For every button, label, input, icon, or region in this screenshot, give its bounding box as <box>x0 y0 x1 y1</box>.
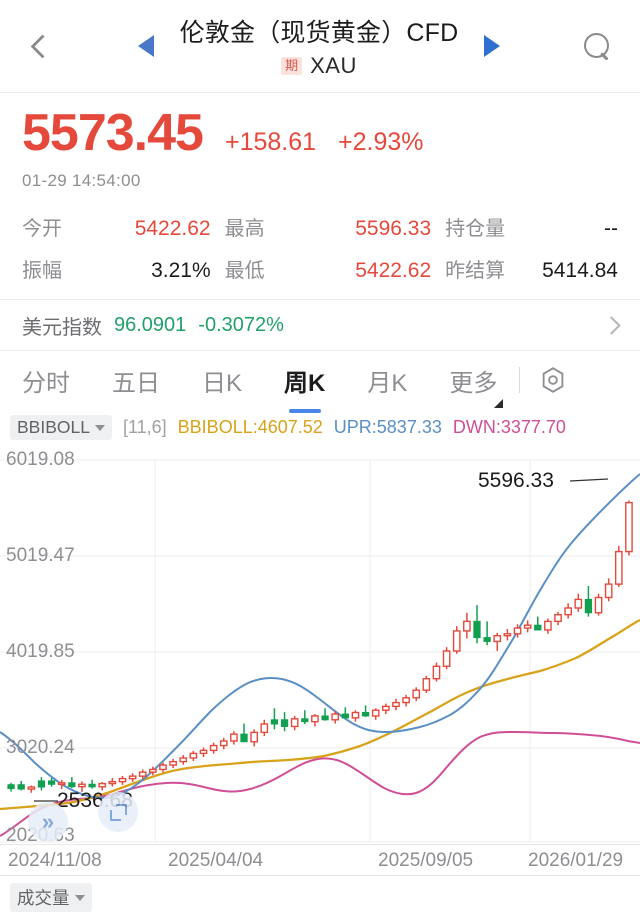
stat-label: 最高 <box>224 217 265 240</box>
title-area: 伦敦金（现货黄金）CFD 期 XAU <box>64 13 574 79</box>
usd-index-pct: -0.3072% <box>198 313 284 336</box>
stats-row: 今开 5422.62 最高 5596.33 持仓量 -- <box>22 205 618 247</box>
stats-grid: 今开 5422.62 最高 5596.33 持仓量 -- 振幅 3.21% 最低… <box>0 199 640 299</box>
indicator-lower-value: DWN:3377.70 <box>452 417 566 437</box>
double-chevron-right-icon: » <box>41 809 55 834</box>
stats-row: 振幅 3.21% 最低 5422.62 昨结算 5414.84 <box>22 247 618 289</box>
tab-more-label: 更多 <box>449 369 498 397</box>
usd-index-label: 美元指数 <box>22 316 102 339</box>
last-price: 5573.45 <box>22 104 204 162</box>
x-tick-0: 2024/11/08 <box>8 850 102 871</box>
series-upr-line <box>0 473 640 800</box>
header-divider <box>0 92 640 93</box>
tab-fenshi[interactable]: 分时 <box>22 369 70 397</box>
stat-open: 今开 5422.62 <box>22 212 225 241</box>
stats-divider <box>0 299 640 300</box>
indicator-mid-value: BBIBOLL:4607.52 <box>177 417 323 437</box>
chart-period-tabs: 分时 五日 日K 周K 月K 更多 <box>0 351 640 409</box>
stat-value: -- <box>604 216 618 240</box>
stat-value: 5422.62 <box>355 258 432 282</box>
usd-index-value: 96.0901 <box>114 313 187 336</box>
stat-value: 5596.33 <box>355 216 432 240</box>
gear-icon <box>543 367 564 393</box>
search-icon <box>584 33 610 59</box>
x-tick-3: 2026/01/29 <box>528 850 624 871</box>
stat-label: 最低 <box>224 259 265 282</box>
tab-daily-k[interactable]: 日K <box>202 369 243 397</box>
stat-label: 振幅 <box>22 259 62 282</box>
chart-x-axis: 2024/11/08 2025/04/04 2025/09/05 2026/01… <box>0 844 640 876</box>
stat-low: 最低 5422.62 <box>225 254 446 283</box>
candlestick-series <box>7 500 633 793</box>
tab-five-day[interactable]: 五日 <box>112 369 160 397</box>
indicator-selector[interactable]: BBIBOLL <box>10 415 112 440</box>
triangle-corner-icon <box>494 398 504 408</box>
chevron-down-icon <box>94 424 105 431</box>
stat-label: 持仓量 <box>445 217 506 240</box>
title-column: 伦敦金（现货黄金）CFD 期 XAU <box>180 13 459 79</box>
price-chart[interactable]: 6019.08 5019.47 4019.85 3020.24 2020.63 … <box>0 444 640 846</box>
indicator-legend: BBIBOLL [11,6] BBIBOLL:4607.52 UPR:5837.… <box>0 409 640 444</box>
price-change: +158.61 <box>224 128 317 156</box>
search-button[interactable] <box>574 23 620 69</box>
volume-label: 成交量 <box>17 888 70 908</box>
tab-monthly-k[interactable]: 月K <box>367 369 408 397</box>
stat-label: 今开 <box>22 217 62 240</box>
high-marker-line <box>569 478 609 482</box>
x-tick-1: 2025/04/04 <box>168 850 264 871</box>
x-tick-2: 2025/09/05 <box>378 850 474 871</box>
stat-label: 昨结算 <box>445 259 506 282</box>
usd-divider <box>0 350 640 351</box>
symbol-row: 期 XAU <box>281 53 357 79</box>
back-button[interactable] <box>20 24 64 68</box>
indicator-name: BBIBOLL <box>17 417 90 437</box>
settings-button[interactable] <box>538 365 568 395</box>
quote-timestamp: 01-29 14:54:00 <box>22 171 141 190</box>
volume-section: 成交量 <box>0 876 640 919</box>
series-bbiboll-line <box>0 618 640 811</box>
tab-weekly-k[interactable]: 周K <box>282 363 327 398</box>
fullscreen-button[interactable] <box>98 792 138 832</box>
price-change-pct: +2.93% <box>338 128 424 156</box>
stat-open-interest: 持仓量 -- <box>445 212 618 241</box>
app-header: 伦敦金（现货黄金）CFD 期 XAU <box>0 0 640 92</box>
page-title: 伦敦金（现货黄金）CFD <box>179 19 459 47</box>
quote-block: 5573.45 +158.61 +2.93% 01-29 14:54:00 <box>0 93 640 199</box>
futures-badge: 期 <box>281 56 303 76</box>
chart-canvas <box>0 459 640 843</box>
chevron-left-icon <box>29 33 55 59</box>
stat-value: 5414.84 <box>542 258 618 282</box>
price-row: 5573.45 +158.61 +2.93% <box>22 107 618 159</box>
usd-index-row[interactable]: 美元指数 96.0901 -0.3072% <box>0 300 640 350</box>
chevron-right-icon <box>602 315 621 335</box>
stat-prev-settle: 昨结算 5414.84 <box>445 254 618 283</box>
chevron-down-icon <box>74 894 85 901</box>
tabs-separator <box>519 367 521 393</box>
triangle-left-icon[interactable] <box>137 35 154 57</box>
tab-more[interactable]: 更多 <box>447 363 504 408</box>
indicator-upper-value: UPR:5837.33 <box>333 417 442 437</box>
chart-gridlines <box>0 459 640 843</box>
stat-high: 最高 5596.33 <box>225 212 446 241</box>
expand-icon <box>109 803 127 821</box>
stat-value: 5422.62 <box>134 216 211 240</box>
indicator-params: [11,6] <box>122 417 167 437</box>
symbol-code: XAU <box>310 53 357 78</box>
volume-selector[interactable]: 成交量 <box>10 883 92 912</box>
stat-amplitude: 振幅 3.21% <box>22 254 225 283</box>
stat-value: 3.21% <box>151 258 211 282</box>
scroll-more-button[interactable]: » <box>28 802 68 842</box>
triangle-right-icon[interactable] <box>484 35 501 57</box>
